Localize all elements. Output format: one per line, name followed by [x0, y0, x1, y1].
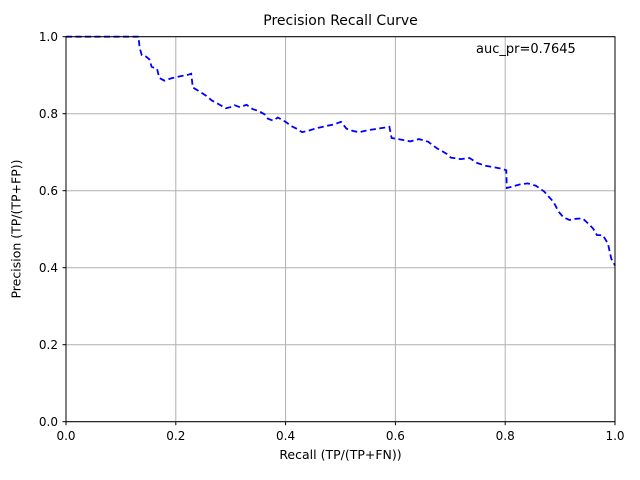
y-tick-label: 0.2 [39, 338, 58, 352]
x-tick-label: 0.0 [56, 429, 75, 443]
y-tick-label: 1.0 [39, 30, 58, 44]
x-axis-label: Recall (TP/(TP+FN)) [279, 447, 402, 462]
x-tick-label: 0.4 [276, 429, 295, 443]
y-tick-label: 0.6 [39, 184, 58, 198]
pr-curve-line [66, 35, 616, 266]
x-tick-label: 0.2 [166, 429, 185, 443]
y-tick-label: 0.0 [39, 415, 58, 429]
y-tick-label: 0.4 [39, 261, 58, 275]
x-tick-label: 1.0 [605, 429, 624, 443]
plot-border [65, 36, 616, 423]
x-tick-label: 0.8 [496, 429, 515, 443]
auc-annotation: auc_pr=0.7645 [476, 42, 576, 57]
x-tick-label: 0.6 [386, 429, 405, 443]
y-tick-label: 0.8 [39, 107, 58, 121]
y-axis-label-text: Precision (TP/(TP+FP)) [8, 159, 24, 299]
chart-title: Precision Recall Curve [263, 13, 418, 29]
